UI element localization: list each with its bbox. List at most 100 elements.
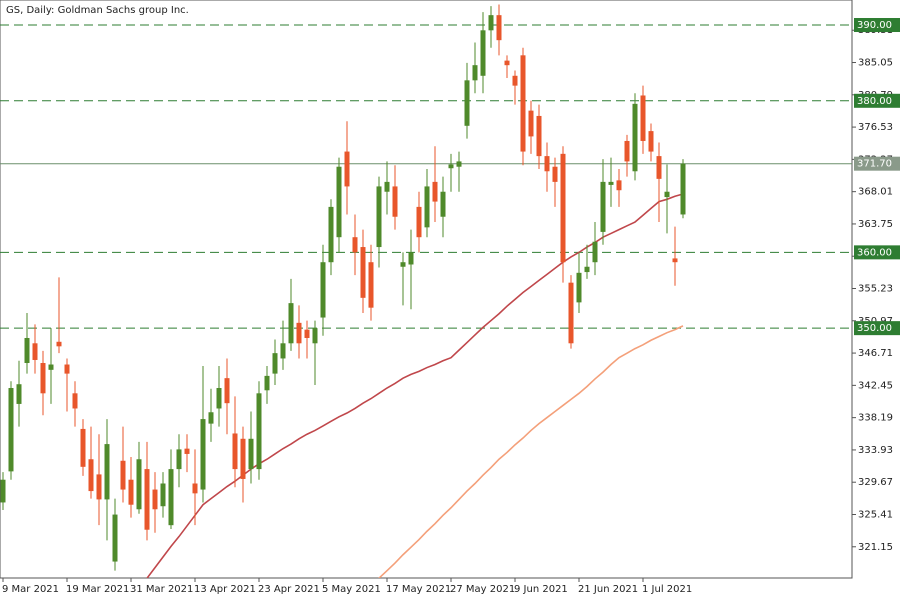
candle-body <box>336 166 342 238</box>
plot-area <box>0 4 852 578</box>
x-tick-label: 19 Mar 2021 <box>66 584 129 595</box>
level-label: 360.00 <box>857 247 892 258</box>
candle-body <box>104 444 110 500</box>
level-label-box <box>854 245 900 260</box>
candle-body <box>616 180 622 191</box>
candle-body <box>256 393 262 470</box>
candle-body <box>560 153 566 263</box>
candle-body <box>480 30 486 76</box>
candle-body <box>360 247 366 298</box>
candle-body <box>144 469 150 530</box>
candle-body <box>16 384 22 404</box>
candle-body <box>568 282 574 344</box>
candle-body <box>400 262 406 267</box>
candle-body <box>216 388 222 409</box>
candle-body <box>632 103 638 172</box>
candle-body <box>72 393 78 409</box>
candle-body <box>200 419 206 490</box>
candle-body <box>520 55 526 152</box>
candle-body <box>304 329 310 338</box>
y-tick-label: 355.23 <box>858 284 893 295</box>
candle-body <box>472 65 478 81</box>
candle-body <box>64 364 70 374</box>
x-tick-label: 17 May 2021 <box>386 584 451 595</box>
candle-body <box>432 181 438 202</box>
level-label: 350.00 <box>857 323 892 334</box>
candle-body <box>48 364 54 370</box>
y-tick-label: 325.41 <box>858 509 893 520</box>
candle-body <box>296 322 302 344</box>
candle-body <box>376 186 382 248</box>
candle-body <box>488 15 494 31</box>
candle-body <box>232 433 238 470</box>
candle-body <box>264 375 270 391</box>
candle-body <box>664 191 670 198</box>
candle-body <box>552 166 558 182</box>
candle-body <box>24 337 30 364</box>
x-tick-label: 23 Apr 2021 <box>258 584 320 595</box>
candle-body <box>168 469 174 526</box>
candle-body <box>592 241 598 263</box>
x-tick-label: 5 May 2021 <box>322 584 381 595</box>
candle-body <box>136 459 142 510</box>
candle-body <box>576 272 582 303</box>
candle-body <box>528 110 534 137</box>
level-label-box <box>854 93 900 108</box>
candle-body <box>128 479 134 505</box>
y-tick-label: 342.45 <box>858 380 893 391</box>
candle-body <box>280 343 286 359</box>
candle-body <box>624 140 630 162</box>
candle-body <box>224 378 230 404</box>
level-label-box <box>854 156 900 171</box>
candle-body <box>312 328 318 344</box>
candle-body <box>248 438 254 470</box>
candle-body <box>672 258 678 263</box>
plot-frame <box>0 0 853 579</box>
candle-body <box>408 252 414 265</box>
y-tick-label: 363.75 <box>858 219 893 230</box>
candle-body <box>208 412 214 424</box>
candle-body <box>160 483 166 507</box>
y-tick-label: 368.01 <box>858 187 893 198</box>
x-tick-label: 1 Jul 2021 <box>642 584 692 595</box>
candle-body <box>88 459 94 492</box>
candle-body <box>112 514 118 562</box>
candle-body <box>344 151 350 187</box>
candle-body <box>656 156 662 179</box>
candle-body <box>464 80 470 126</box>
candle-body <box>584 266 590 273</box>
candle-body <box>640 95 646 141</box>
candle-body <box>80 428 86 467</box>
candle-body <box>384 181 390 192</box>
candle-body <box>600 181 606 232</box>
candle-body <box>352 237 358 253</box>
y-tick-label: 385.05 <box>858 58 893 69</box>
candle-body <box>680 163 686 215</box>
candle-body <box>192 483 198 494</box>
y-tick-label: 321.15 <box>858 542 893 553</box>
candle-body <box>368 262 374 308</box>
candle-body <box>240 438 246 479</box>
candle-body <box>536 115 542 157</box>
candle-body <box>184 448 190 454</box>
candle-body <box>288 303 294 344</box>
candle-body <box>120 460 126 490</box>
candle-body <box>424 186 430 228</box>
candle-body <box>40 363 46 394</box>
candle-body <box>504 60 510 66</box>
candle-body <box>456 161 462 167</box>
x-tick-label: 31 Mar 2021 <box>130 584 193 595</box>
x-tick-label: 13 Apr 2021 <box>194 584 256 595</box>
moving-average <box>378 325 684 578</box>
candle-body <box>176 449 182 470</box>
candle-body <box>96 474 102 500</box>
candle-body <box>32 343 38 360</box>
axes: 321.15 325.41 329.67 333.93 338.19 342.45 346.… <box>2 18 900 595</box>
candle-body <box>496 15 502 41</box>
level-label-box <box>854 18 900 33</box>
candle-body <box>648 131 654 152</box>
x-tick-label: 21 Jun 2021 <box>578 584 638 595</box>
y-tick-label: 338.19 <box>858 413 893 424</box>
candle-body <box>448 164 454 169</box>
candle-body <box>544 156 550 172</box>
